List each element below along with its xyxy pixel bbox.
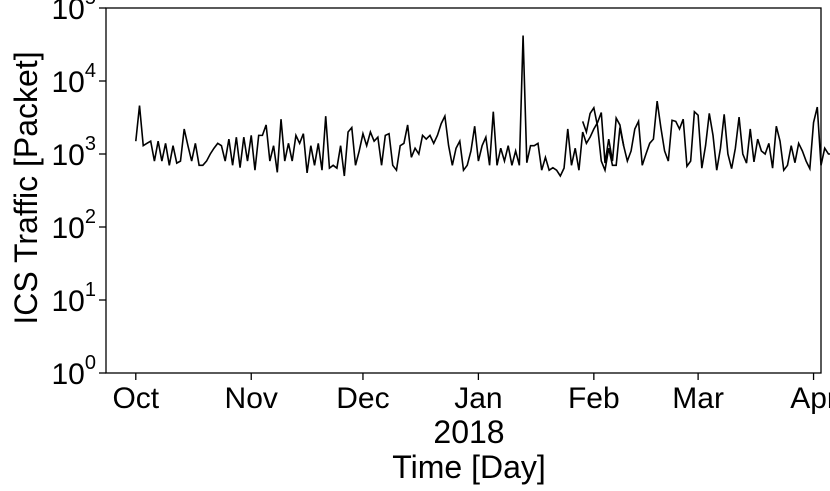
series-line-segment-1 <box>134 35 625 178</box>
y-tick-exponent: 4 <box>85 60 96 82</box>
plot-area-frame <box>105 7 822 374</box>
y-tick-exponent: 3 <box>85 133 96 155</box>
y-tick-base: 10 <box>52 285 85 318</box>
x-axis-title: Time [Day] <box>392 449 546 485</box>
y-tick-label: 100 <box>52 352 97 391</box>
x-tick-label-dec: Dec <box>336 382 389 415</box>
x-axis-year-label: 2018 <box>433 414 504 450</box>
y-tick-exponent: 0 <box>85 352 96 374</box>
y-tick-label: 104 <box>52 60 97 99</box>
traffic-series <box>134 35 830 178</box>
y-axis: 100101102103104105 <box>52 0 106 391</box>
y-tick-base: 10 <box>52 0 85 26</box>
y-tick-label: 101 <box>52 279 97 318</box>
y-tick-base: 10 <box>52 139 85 172</box>
x-tick-label-mar: Mar <box>672 382 724 415</box>
x-tick-label-feb: Feb <box>568 382 620 415</box>
y-tick-exponent: 5 <box>85 0 96 9</box>
y-tick-base: 10 <box>52 212 85 245</box>
y-axis-title: ICS Traffic [Packet] <box>8 51 44 324</box>
x-tick-label-nov: Nov <box>225 382 278 415</box>
y-tick-exponent: 2 <box>85 206 96 228</box>
y-tick-base: 10 <box>52 66 85 99</box>
x-tick-label-oct: Oct <box>112 382 159 415</box>
x-axis: Oct Nov Dec Jan Feb Mar Apr <box>112 373 830 415</box>
y-tick-label: 103 <box>52 133 97 172</box>
y-tick-label: 105 <box>52 0 97 26</box>
y-tick-label: 102 <box>52 206 97 245</box>
x-tick-label-apr: Apr <box>790 382 830 415</box>
y-tick-exponent: 1 <box>85 279 96 301</box>
x-tick-label-jan: Jan <box>454 382 502 415</box>
series-line-segment-2 <box>581 101 830 174</box>
y-tick-base: 10 <box>52 358 85 391</box>
